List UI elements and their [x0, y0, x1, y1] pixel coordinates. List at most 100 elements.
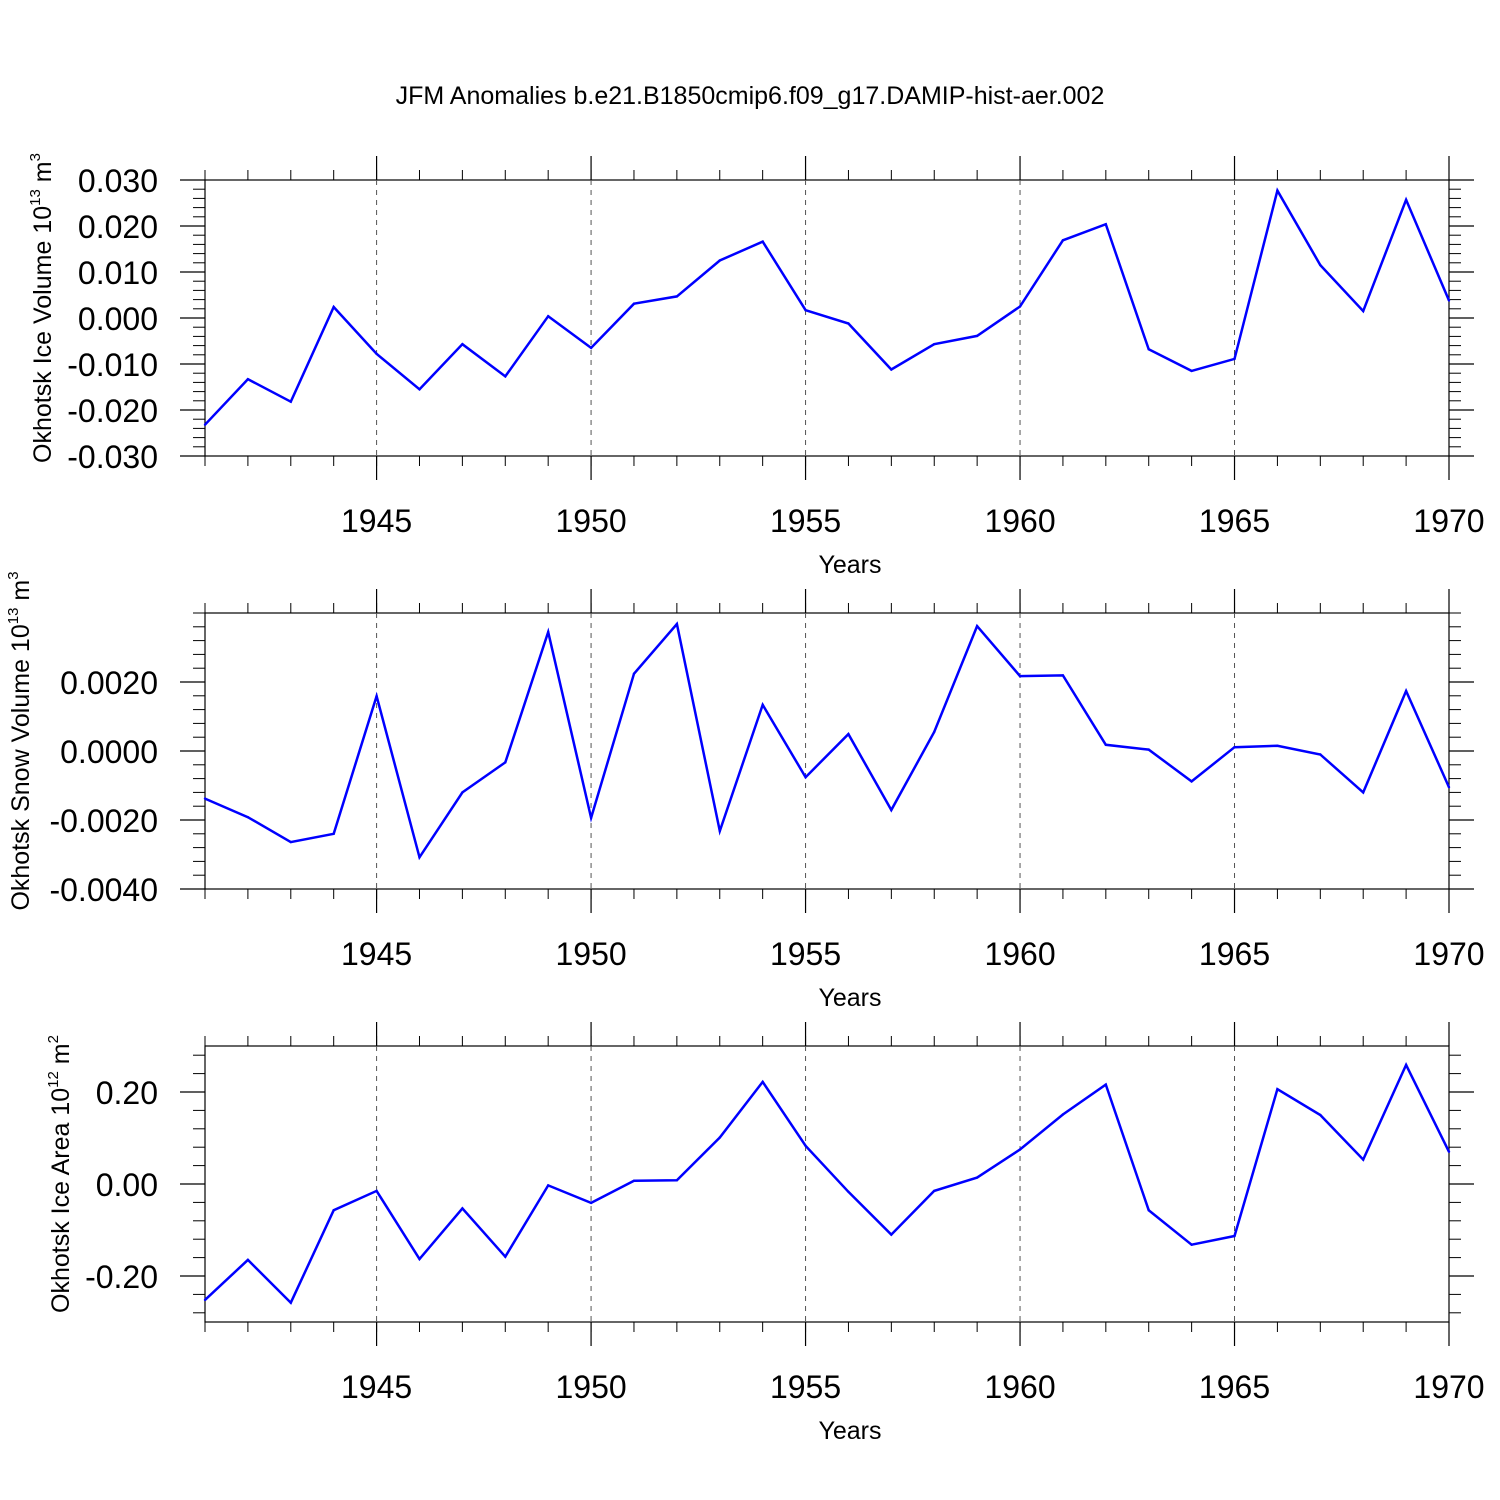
data-point — [1362, 791, 1365, 794]
x-tick-label: 1955 — [770, 1369, 841, 1405]
data-point — [718, 259, 721, 262]
series-line-ice-area — [204, 1061, 1451, 1305]
y-axis-label-exponent: 12 — [45, 1071, 62, 1088]
y-tick-label: -0.0040 — [49, 872, 158, 908]
data-point — [504, 1255, 507, 1258]
x-axis-label: Years — [818, 1417, 881, 1445]
data-point — [461, 343, 464, 346]
data-point — [933, 1189, 936, 1193]
data-point — [289, 840, 292, 844]
y-tick-label: 0.030 — [78, 163, 158, 199]
data-point — [1061, 239, 1065, 242]
data-point — [547, 315, 550, 318]
data-point — [1319, 753, 1322, 756]
data-point — [418, 388, 421, 391]
data-point — [847, 1190, 850, 1194]
x-tick-label: 1960 — [984, 503, 1055, 539]
data-point — [1104, 223, 1108, 226]
data-point — [1147, 748, 1150, 751]
y-tick-label: 0.020 — [78, 209, 158, 245]
data-point — [632, 1179, 636, 1183]
x-axis-label: Years — [818, 984, 881, 1012]
data-point — [632, 302, 636, 305]
data-point — [1276, 744, 1279, 747]
y-tick-label: 0.000 — [78, 301, 158, 337]
data-point — [1061, 674, 1065, 677]
data-point — [461, 1207, 464, 1210]
x-tick-label: 1970 — [1413, 1369, 1484, 1405]
data-point — [890, 1233, 893, 1236]
data-point — [675, 295, 679, 298]
plot-frame — [204, 1045, 1450, 1323]
data-point — [632, 672, 636, 675]
y-tick-label: 0.0000 — [60, 734, 158, 770]
data-point — [547, 630, 550, 634]
y-tick-label: -0.030 — [67, 439, 158, 475]
x-tick-label: 1955 — [770, 936, 841, 972]
data-point — [1147, 348, 1150, 351]
data-point — [1104, 743, 1108, 746]
data-point — [589, 816, 593, 820]
data-point — [246, 1258, 250, 1262]
data-point — [1147, 1209, 1150, 1212]
data-point — [1104, 1083, 1108, 1086]
data-point — [1190, 780, 1193, 783]
data-point — [890, 808, 893, 812]
data-point — [1190, 369, 1193, 373]
data-point — [1447, 1150, 1451, 1154]
data-point — [332, 1209, 335, 1212]
data-point — [1276, 1088, 1279, 1091]
data-point — [975, 334, 979, 338]
x-tick-label: 1955 — [770, 503, 841, 539]
x-tick-label: 1970 — [1413, 503, 1484, 539]
data-point — [1233, 746, 1236, 749]
data-point — [1447, 299, 1451, 302]
x-tick-label: 1945 — [341, 1369, 412, 1405]
data-point — [761, 703, 764, 706]
y-axis-label-text: m — [29, 161, 57, 189]
data-point — [761, 1080, 764, 1084]
x-tick-label: 1970 — [1413, 936, 1484, 972]
x-tick-label: 1965 — [1199, 1369, 1270, 1405]
data-point — [375, 352, 378, 356]
panel-ice-area: 1945 1950 1955 1960 1965 1970 0.20 0.00 -0.20 Yea… — [45, 1022, 1485, 1445]
data-point — [1233, 357, 1236, 361]
y-tick-label: -0.010 — [67, 347, 158, 383]
data-point — [246, 378, 250, 381]
y-axis-label-exponent: 13 — [5, 608, 22, 625]
y-tick-label: 0.20 — [96, 1075, 158, 1111]
y-axis-label-text: Okhotsk Snow Volume 10 — [7, 624, 35, 910]
data-point — [203, 797, 207, 800]
data-point — [804, 309, 807, 312]
data-point — [375, 1189, 378, 1193]
y-axis-label-text: Okhotsk Ice Volume 10 — [29, 206, 57, 463]
y-axis-label-exponent: 3 — [5, 571, 22, 579]
data-point — [1404, 1063, 1408, 1067]
series-line-ice-volume — [204, 187, 1451, 426]
panel-ice-volume: 1945 1950 1955 1960 1965 1970 0.030 0.020 0.010 0… — [27, 153, 1485, 579]
data-point — [1404, 689, 1408, 693]
data-point — [589, 346, 593, 350]
y-axis-label-text: m — [47, 1043, 75, 1071]
y-axis-label: Okhotsk Ice Volume 1013 m3 — [27, 153, 57, 463]
data-point — [504, 761, 507, 764]
x-tick-label: 1960 — [984, 1369, 1055, 1405]
data-point — [461, 791, 464, 794]
y-tick-label: -0.020 — [67, 393, 158, 429]
data-point — [1319, 263, 1322, 267]
x-axis-label: Years — [818, 551, 881, 579]
x-tick-label: 1960 — [984, 936, 1055, 972]
data-point — [332, 305, 335, 309]
x-tick-label: 1965 — [1199, 936, 1270, 972]
data-point — [1447, 786, 1451, 789]
data-point — [289, 1301, 292, 1304]
data-point — [933, 343, 936, 346]
x-tick-label: 1945 — [341, 503, 412, 539]
data-point — [1233, 1234, 1236, 1238]
data-point — [975, 1176, 979, 1179]
x-tick-label: 1950 — [555, 936, 626, 972]
data-point — [761, 240, 764, 243]
y-tick-label: 0.0020 — [60, 665, 158, 701]
series-line-snow-volume — [204, 621, 1451, 861]
